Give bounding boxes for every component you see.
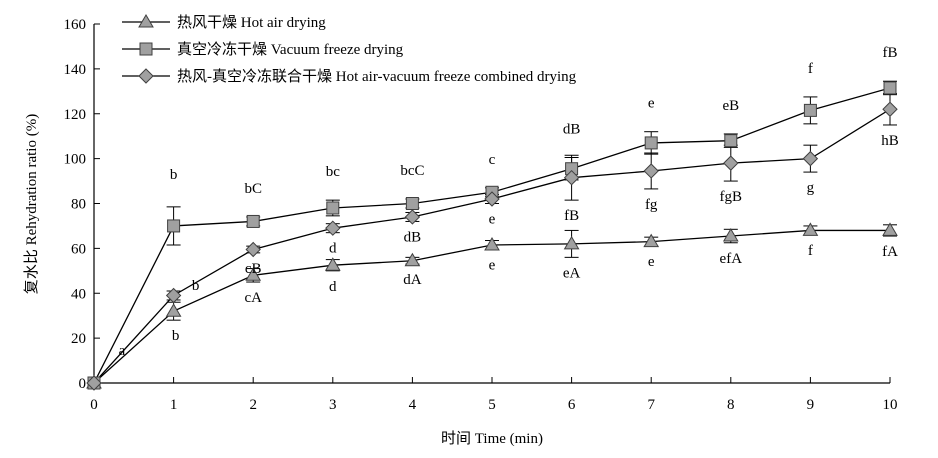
- data-point-triangle: [484, 237, 500, 251]
- legend-label: 真空冷冻干燥 Vacuum freeze drying: [177, 40, 404, 58]
- x-axis-label: 时间 Time (min): [441, 430, 543, 447]
- significance-label: e: [648, 96, 655, 112]
- significance-label: d: [329, 241, 337, 257]
- significance-label: dB: [404, 229, 422, 245]
- significance-label: dB: [563, 122, 581, 138]
- significance-labels: b cA d dA e eA e efA f fA a b bC bc bcC c dB e eB f fB b cB d dB…: [119, 45, 899, 359]
- data-point-triangle: [245, 267, 262, 281]
- legend-marker-diamond: [138, 68, 154, 84]
- data-point-diamond: [86, 375, 102, 391]
- y-tick-label: 140: [64, 62, 87, 78]
- y-tick-label: 160: [64, 17, 87, 33]
- data-point-diamond: [802, 150, 819, 167]
- y-axis-label: 复水比 Rehydration ratio (%): [22, 114, 40, 294]
- legend: 热风干燥 Hot air drying 真空冷冻干燥 Vacuum freeze …: [122, 14, 577, 85]
- significance-label: e: [489, 257, 496, 273]
- x-tick-label: 8: [727, 397, 735, 413]
- significance-label: cA: [244, 290, 262, 306]
- significance-label: b: [172, 328, 180, 344]
- y-tick-label: 60: [71, 241, 86, 257]
- y-tick-label: 20: [71, 331, 86, 347]
- x-tick-label: 1: [170, 397, 178, 413]
- legend-label: 热风干燥 Hot air drying: [177, 14, 326, 31]
- x-tick-label: 4: [409, 397, 417, 413]
- data-point-square: [246, 214, 260, 228]
- significance-label: fg: [645, 197, 658, 213]
- significance-label: cB: [245, 261, 262, 277]
- data-point-triangle: [802, 222, 819, 236]
- data-point-diamond: [723, 155, 739, 171]
- data-point-triangle: [404, 252, 421, 267]
- data-point-square: [644, 136, 658, 150]
- series-line: [93, 87, 891, 384]
- x-tick-label: 0: [90, 397, 98, 413]
- significance-label: efA: [720, 251, 743, 267]
- significance-label: fgB: [720, 189, 743, 205]
- x-tick-label: 10: [883, 397, 898, 413]
- significance-label: c: [489, 152, 496, 168]
- significance-label: bcC: [400, 163, 424, 179]
- x-ticks: 0 1 2 3 4 5 6 7 8 9 10: [90, 377, 898, 413]
- significance-label: f: [808, 243, 813, 259]
- data-point-diamond: [643, 163, 659, 179]
- significance-label: e: [489, 212, 496, 228]
- data-point-diamond: [404, 209, 421, 225]
- data-point-diamond: [325, 220, 341, 236]
- significance-label: e: [648, 254, 655, 270]
- error-bars: [166, 80, 897, 321]
- data-point-diamond: [245, 241, 261, 258]
- significance-label: bc: [326, 164, 341, 180]
- x-tick-label: 6: [568, 397, 576, 413]
- significance-label: eA: [563, 265, 581, 281]
- data-point-triangle: [643, 233, 660, 248]
- y-tick-label: 120: [64, 107, 87, 123]
- significance-label: eB: [722, 98, 739, 114]
- significance-label: bC: [244, 181, 262, 197]
- legend-label: 热风-真空冷冻联合干燥 Hot air-vacuum freeze combin…: [177, 67, 577, 85]
- data-point-square: [405, 197, 419, 210]
- x-tick-label: 3: [329, 397, 337, 413]
- significance-label: hB: [881, 133, 899, 149]
- significance-label: b: [192, 278, 200, 294]
- data-point-diamond: [165, 287, 182, 304]
- x-tick-label: 9: [807, 397, 815, 413]
- data-point-diamond: [882, 101, 898, 117]
- data-point-diamond: [484, 191, 500, 207]
- significance-label: fB: [883, 45, 898, 61]
- significance-label: dA: [403, 272, 422, 288]
- x-tick-label: 2: [249, 397, 257, 413]
- data-point-diamond: [563, 169, 580, 186]
- y-ticks: 0 20 40 60 80 100 120 140 160: [64, 17, 100, 392]
- significance-label: fA: [882, 244, 898, 260]
- y-tick-label: 100: [64, 152, 87, 168]
- significance-label: g: [807, 180, 815, 196]
- legend-marker-square: [139, 42, 153, 56]
- data-point-triangle: [563, 235, 580, 250]
- y-tick-label: 0: [79, 376, 87, 392]
- legend-marker-triangle: [138, 14, 154, 28]
- series-markers: [86, 81, 898, 391]
- significance-label: fB: [564, 208, 579, 224]
- data-point-square: [883, 81, 897, 95]
- significance-label: b: [170, 167, 178, 183]
- data-point-square: [326, 201, 340, 215]
- data-point-triangle: [722, 228, 739, 242]
- significance-label: d: [329, 279, 337, 295]
- significance-label: f: [808, 61, 813, 77]
- data-point-square: [167, 219, 181, 233]
- y-tick-label: 80: [71, 197, 86, 213]
- x-tick-label: 5: [488, 397, 496, 413]
- x-tick-label: 7: [647, 397, 655, 413]
- data-point-triangle: [165, 303, 182, 317]
- data-point-triangle: [324, 257, 341, 271]
- series-lines: [93, 87, 891, 384]
- y-tick-label: 40: [71, 286, 86, 302]
- data-point-square: [803, 103, 817, 117]
- significance-label: a: [119, 343, 126, 359]
- series-line: [93, 229, 890, 384]
- data-point-square: [724, 134, 738, 148]
- data-point-triangle: [882, 222, 898, 236]
